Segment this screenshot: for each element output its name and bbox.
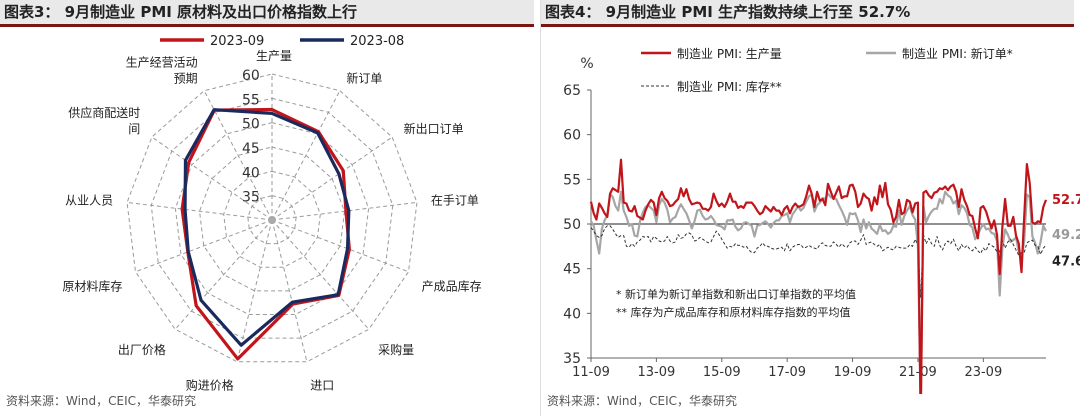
radar-spoke (127, 201, 273, 221)
radar-spoke (271, 219, 370, 330)
radar-axis-label: 产成品库存 (422, 279, 482, 294)
radar-chart-title: 图表3： 9月制造业 PMI 原材料及出口价格指数上行 (0, 0, 534, 27)
line-legend: 制造业 PMI: 生产量 制造业 PMI: 新订单* 制造业 PMI: 库存** (641, 46, 1013, 94)
radar-spoke (151, 136, 273, 221)
chart-note: ** 库存为产成品库存和原材料库存指数的平均值 (616, 305, 851, 319)
radar-axis-label: 从业人员 (65, 194, 113, 208)
radar-grid-ring (126, 73, 418, 363)
radar-grid-ring (199, 146, 345, 292)
y-tick-label: 65 (563, 83, 581, 99)
y-tick-label: 40 (563, 306, 581, 322)
line-legend-label: 制造业 PMI: 库存** (677, 79, 782, 94)
radar-panel: 图表3： 9月制造业 PMI 原材料及出口价格指数上行 35 40 45 50 55 60… (0, 0, 534, 408)
x-tick-label: 13-09 (637, 365, 675, 380)
x-tick-label: 19-09 (834, 365, 872, 380)
y-tick-label: 55 (563, 172, 581, 188)
series-line (590, 225, 1047, 298)
radar-series-line (180, 107, 351, 361)
radar-source-note: 资料来源：Wind，CEIC，华泰研究 (6, 394, 197, 408)
radar-spoke (271, 219, 409, 273)
radar-legend: 2023-09 2023-08 (160, 34, 404, 49)
y-axis-unit: % (580, 56, 593, 72)
radar-tick-label: 60 (242, 68, 260, 84)
radar-spoke (236, 219, 273, 362)
radar-grid-ring (174, 122, 370, 316)
panel-divider (540, 0, 541, 416)
radar-tick-label: 45 (242, 141, 260, 157)
radar-spoke (271, 219, 308, 362)
radar-axis-label: 新出口订单 (404, 121, 464, 136)
radar-series-line (183, 108, 351, 347)
line-chart: 35 40 45 50 55 60 65% 11-09 13-09 15-09 17-09 19-09… (563, 46, 1080, 394)
chart-note: * 新订单为新订单指数和新出口订单指数的平均值 (616, 287, 856, 301)
radar-spoke (135, 219, 273, 273)
radar-axis-label: 生产经营活动预期 (126, 55, 198, 85)
y-tick-label: 45 (563, 262, 581, 278)
radar-spoke (203, 90, 273, 221)
radar-axis-label: 购进价格 (186, 377, 234, 392)
series-end-label: 52.7 (1052, 193, 1080, 208)
radar-tick-label: 40 (242, 165, 260, 181)
line-legend-label: 制造业 PMI: 生产量 (677, 47, 782, 61)
radar-grid-ring (150, 97, 394, 339)
radar-spoke (174, 219, 273, 330)
x-tick-label: 23-09 (964, 365, 1002, 380)
radar-axis-label: 在手订单 (431, 194, 479, 208)
radar-grid-ring (223, 170, 321, 268)
y-tick-label: 50 (563, 217, 581, 233)
x-tick-label: 21-09 (899, 365, 937, 380)
series-line (589, 158, 1048, 394)
radar-axis-label: 进口 (310, 378, 334, 392)
x-tick-label: 11-09 (572, 365, 610, 380)
radar-spoke (271, 90, 341, 221)
series-end-label: 49.2 (1052, 228, 1080, 243)
line-chart-title: 图表4： 9月制造业 PMI 生产指数持续上行至 52.7% (541, 0, 1074, 27)
radar-tick-label: 35 (242, 190, 260, 206)
line-panel: 图表4： 9月制造业 PMI 生产指数持续上行至 52.7% 35 40 45 50 5… (541, 0, 1080, 416)
radar-tick-label: 55 (242, 92, 260, 108)
radar-axis-label: 新订单 (346, 70, 382, 85)
radar-axis-label: 供应商配送时间 (68, 105, 140, 136)
radar-center (268, 216, 276, 224)
radar-axis-label: 生产量 (256, 49, 292, 63)
radar-axis-label: 采购量 (378, 342, 414, 357)
x-tick-label: 15-09 (703, 365, 741, 380)
radar-axis-label: 出厂价格 (118, 342, 166, 357)
line-source-note: 资料来源：Wind，CEIC，华泰研究 (547, 394, 738, 408)
y-tick-label: 60 (563, 128, 581, 144)
radar-axis-label: 原材料库存 (62, 279, 122, 294)
series-line (590, 190, 1047, 394)
x-tick-label: 17-09 (768, 365, 806, 380)
radar-legend-label: 2023-09 (210, 34, 264, 49)
radar-spoke (271, 136, 393, 221)
radar-tick-label: 50 (242, 117, 260, 133)
radar-legend-label: 2023-08 (350, 34, 404, 49)
radar-grid-ring (247, 195, 297, 245)
y-tick-label: 35 (563, 351, 581, 367)
series-end-label: 47.6 (1052, 254, 1080, 269)
line-legend-label: 制造业 PMI: 新订单* (902, 46, 1013, 61)
